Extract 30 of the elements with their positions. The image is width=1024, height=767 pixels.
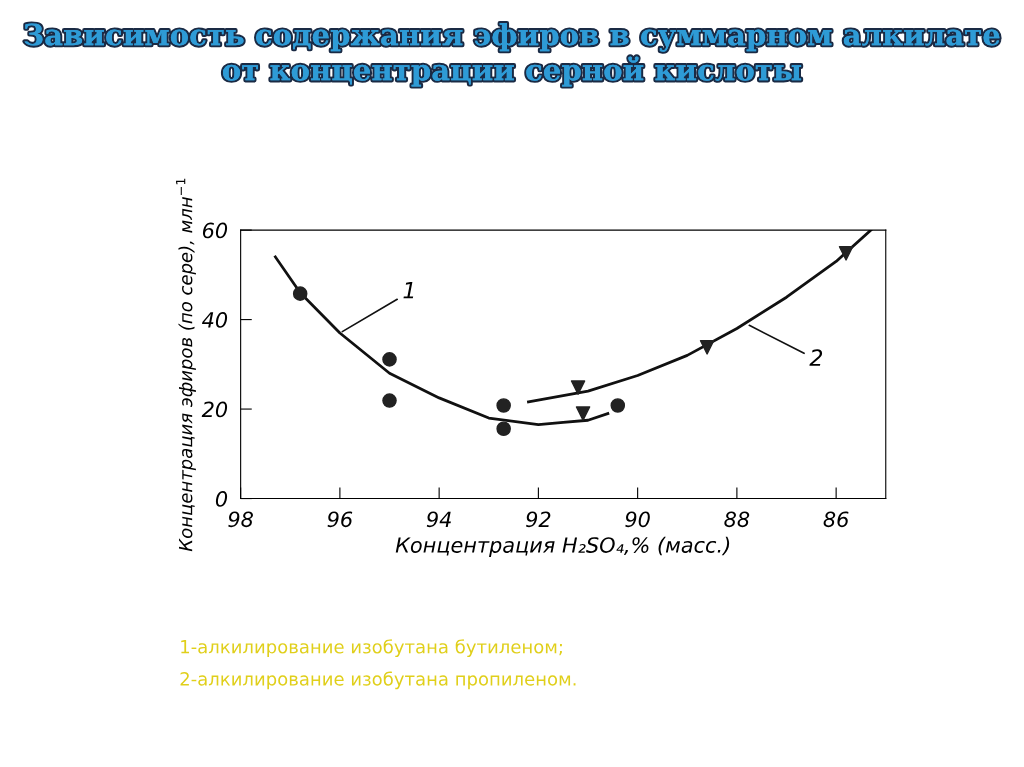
y-tick-label: 40 [202, 312, 228, 328]
y-axis-title: Концентрация эфиров (по сере), млн$^{−1}$ [176, 178, 196, 552]
annotation: 2 [809, 349, 823, 366]
x-tick-label: 88 [724, 511, 750, 528]
y-tick-label: 20 [201, 401, 228, 418]
point [292, 286, 308, 301]
y-tick-label: 60 [202, 222, 228, 239]
point [382, 393, 397, 408]
x-tick-label: 94 [426, 511, 451, 528]
x-tick-label: 98 [228, 511, 253, 528]
x-axis-title: Концентрация H₂SO₄,% (масс.) [395, 536, 730, 557]
x-tick-label: 92 [526, 511, 551, 528]
point [838, 246, 854, 261]
point [496, 398, 511, 413]
point [610, 398, 626, 413]
point [496, 421, 511, 437]
y-tick-label: 0 [215, 491, 228, 507]
point [382, 352, 397, 367]
x-tick-label: 86 [823, 511, 849, 528]
chart-title: Зависимость содержания эфиров в суммарном алкилате от концентрации серной кислоты [24, 23, 1000, 87]
annotation: 1 [403, 282, 414, 299]
line-series [527, 230, 873, 404]
line-series [273, 255, 610, 427]
x-tick-label: 90 [625, 511, 650, 528]
point [570, 380, 586, 395]
point [699, 340, 715, 355]
point [575, 406, 591, 421]
text: 2-алкилирование изобутана пропиленом. [180, 671, 576, 690]
x-tick-label: 96 [327, 511, 353, 528]
text: 1-алкилирование изобутана бутиленом; [181, 639, 562, 658]
